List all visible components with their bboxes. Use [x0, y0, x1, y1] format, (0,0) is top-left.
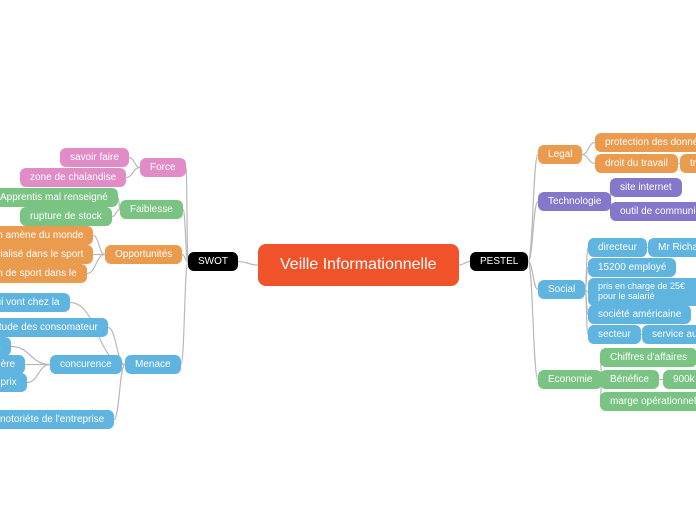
mindmap-node: Mr Richard [648, 238, 696, 257]
mindmap-node: directeur [588, 238, 647, 257]
mindmap-node: savoir faire [60, 148, 129, 167]
mindmap-node: Veille Informationnelle [258, 244, 459, 286]
mindmap-node: Apprentis mal renseigné [0, 188, 118, 207]
mindmap-node: Social [538, 280, 585, 299]
mindmap-node: sin de sport dans le [0, 264, 87, 283]
mindmap-node: Legal [538, 145, 582, 164]
mindmap-node: droit du travail [595, 154, 678, 173]
mindmap-node: Force [140, 158, 186, 177]
mindmap-node: SWOT [188, 252, 238, 271]
mindmap-node: Faiblesse [120, 200, 183, 219]
mindmap-node: concurence [50, 355, 122, 374]
mindmap-node: qui vont chez la [0, 293, 70, 312]
mindmap-node: pris en charge de 25€ pour le salarié [588, 278, 696, 306]
mindmap-node: PESTEL [470, 252, 528, 271]
mindmap-node: société américaine [588, 305, 691, 324]
mindmap-node: outil de communication [610, 202, 696, 221]
mindmap-node: le prix [0, 373, 27, 392]
mindmap-node: site internet [610, 178, 682, 197]
mindmap-node: habitude des consomateur [0, 318, 108, 337]
mindmap-node: 15200 employé [588, 258, 676, 277]
mindmap-node: sin amène du monde [0, 226, 93, 245]
mindmap-node: notoriéte de l'entreprise [0, 410, 114, 429]
mindmap-node: marge opérationnelle en l [600, 392, 696, 411]
mindmap-node: écialisé dans le sport [0, 245, 93, 264]
mindmap-node: zone de chalandise [20, 168, 126, 187]
mindmap-node: Bénéfice [600, 370, 659, 389]
mindmap-node: 900k e [663, 370, 696, 389]
mindmap-node: secteur [588, 325, 641, 344]
mindmap-node: service au cl [642, 325, 696, 344]
mindmap-node: Technologie [538, 192, 611, 211]
mindmap-node: as [0, 337, 11, 356]
mindmap-node: Chiffres d'affaires [600, 348, 696, 367]
mindmap-node: protection des données [595, 133, 696, 152]
mindmap-node: Opportunités [105, 245, 182, 264]
mindmap-node: rupture de stock [20, 207, 112, 226]
mindmap-node: chère [0, 355, 25, 374]
mindmap-node: Economie [538, 370, 602, 389]
mindmap-node: Menace [125, 355, 181, 374]
mindmap-node: trava [680, 154, 696, 173]
